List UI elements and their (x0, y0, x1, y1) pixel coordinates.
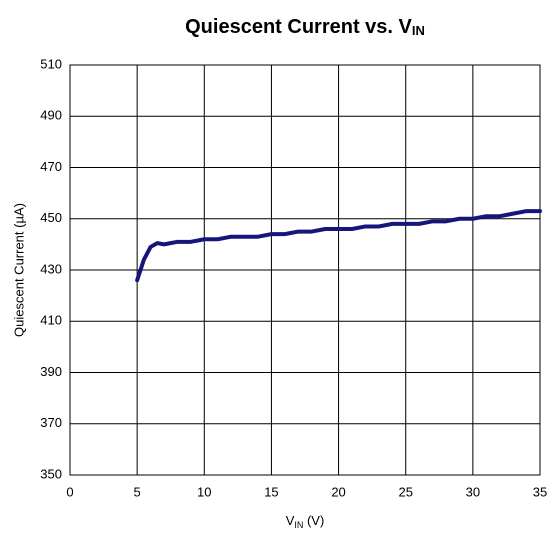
y-tick-label: 490 (40, 108, 62, 123)
x-tick-label: 35 (533, 484, 547, 499)
y-tick-label: 370 (40, 415, 62, 430)
x-tick-label: 0 (66, 484, 73, 499)
x-tick-label: 5 (134, 484, 141, 499)
x-tick-label: 25 (398, 484, 412, 499)
x-axis-label-part: IN (294, 520, 303, 530)
x-tick-label: 10 (197, 484, 211, 499)
x-tick-label: 20 (331, 484, 345, 499)
x-axis-label: VIN (V) (286, 513, 325, 530)
data-line (135, 209, 542, 283)
x-axis-label-part: (V) (303, 513, 324, 528)
y-tick-label: 430 (40, 261, 62, 276)
y-tick-label: 410 (40, 313, 62, 328)
chart-title-part: Quiescent Current vs. V (185, 16, 412, 38)
y-tick-label: 510 (40, 56, 62, 71)
y-tick-label: 470 (40, 159, 62, 174)
x-tick-label: 30 (466, 484, 480, 499)
plot-frame (69, 64, 541, 476)
y-tick-label: 350 (40, 466, 62, 481)
y-axis-label: Quiescent Current (µA) (11, 203, 26, 337)
y-tick-label: 390 (40, 364, 62, 379)
x-axis-label-part: V (286, 513, 295, 528)
x-tick-label: 15 (264, 484, 278, 499)
chart-title: Quiescent Current vs. VIN (185, 16, 425, 38)
y-tick-label: 450 (40, 210, 62, 225)
chart-title-part: IN (412, 23, 425, 38)
